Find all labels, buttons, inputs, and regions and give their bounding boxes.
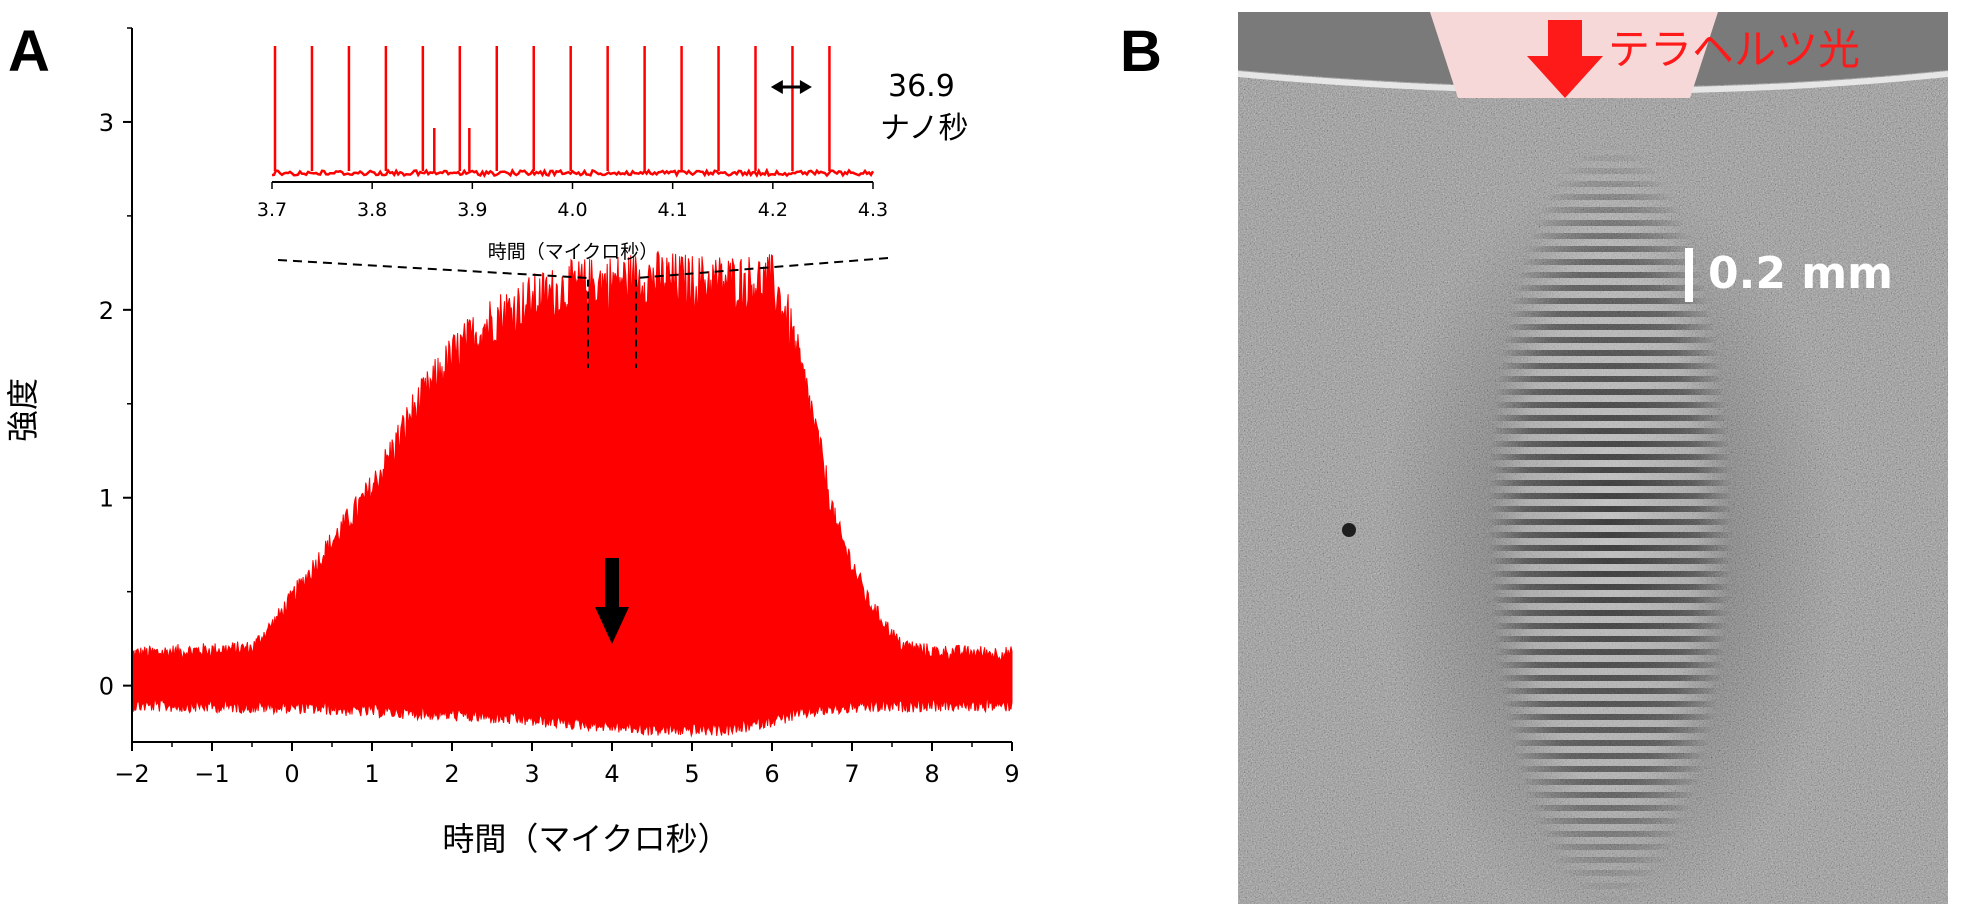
- scalebar: [1685, 248, 1693, 302]
- x-tick-label: 5: [684, 760, 699, 788]
- x-tick-label: 2: [444, 760, 459, 788]
- x-axis-title: 時間（マイクロ秒）: [442, 820, 729, 858]
- inset-x-axis-title: 時間（マイクロ秒）: [488, 241, 659, 263]
- x-tick-label: 0: [284, 760, 299, 788]
- panel-a-letter: A: [8, 19, 50, 84]
- x-tick-label: 3: [524, 760, 539, 788]
- x-tick-label: 6: [764, 760, 779, 788]
- particle-dot: [1342, 523, 1356, 537]
- x-tick-label: 9: [1004, 760, 1019, 788]
- main-axes: −2 −1 0 1 2 3 4 5 6 7 8 9 0 1 2 3: [99, 27, 1020, 788]
- inset-x-tick-label: 4.1: [658, 199, 688, 221]
- y-tick-label: 2: [99, 297, 114, 325]
- period-arrow-left-icon: [770, 80, 783, 94]
- inset-x-tick-label: 3.7: [257, 199, 287, 221]
- inset-connector-left: [277, 259, 589, 279]
- y-tick-label: 0: [99, 673, 114, 701]
- x-tick-label: −2: [114, 760, 149, 788]
- y-tick-label: 3: [99, 109, 114, 137]
- y-tick-label: 1: [99, 485, 114, 513]
- x-tick-label: −1: [194, 760, 229, 788]
- inset-x-tick-label: 4.0: [557, 199, 587, 221]
- main-plot: [131, 250, 1013, 738]
- y-axis-title: 強度: [4, 378, 42, 442]
- thz-label: テラヘルツ光: [1608, 25, 1860, 74]
- scalebar-label: 0.2 mm: [1708, 248, 1893, 299]
- inset-period-unit: ナノ秒: [880, 111, 969, 146]
- inset-x-tick-label: 4.3: [858, 199, 888, 221]
- x-tick-label: 8: [924, 760, 939, 788]
- inset-period-value: 36.9: [888, 69, 955, 104]
- inset-x-tick-label: 3.9: [457, 199, 487, 221]
- inset-plot: 時間（マイクロ秒） 36.9 ナノ秒 3.7 3.8 3.9 4.0 4.1 4.2 4.3: [257, 46, 969, 279]
- thz-arrow-icon: [1527, 20, 1603, 98]
- panel-b-letter: B: [1120, 19, 1162, 84]
- marker-arrow-icon: [595, 558, 629, 644]
- interference-fringes: [1238, 72, 1948, 904]
- inset-x-tick-label: 4.2: [758, 199, 788, 221]
- inset-x-tick-label: 3.8: [357, 199, 387, 221]
- period-arrow-right-icon: [799, 80, 812, 94]
- x-tick-label: 7: [844, 760, 859, 788]
- inset-connector-right: [635, 257, 889, 279]
- x-tick-label: 4: [604, 760, 619, 788]
- inset-baseline: [271, 167, 875, 179]
- panel-b-image: テラヘルツ光 0.2 mm: [1238, 12, 1948, 904]
- signal-envelope: [131, 250, 1013, 738]
- x-tick-label: 1: [364, 760, 379, 788]
- panel-a-chart: −2 −1 0 1 2 3 4 5 6 7 8 9 0 1 2 3 強度 時間（マイクロ秒） 時間（マイクロ秒…: [4, 27, 1020, 858]
